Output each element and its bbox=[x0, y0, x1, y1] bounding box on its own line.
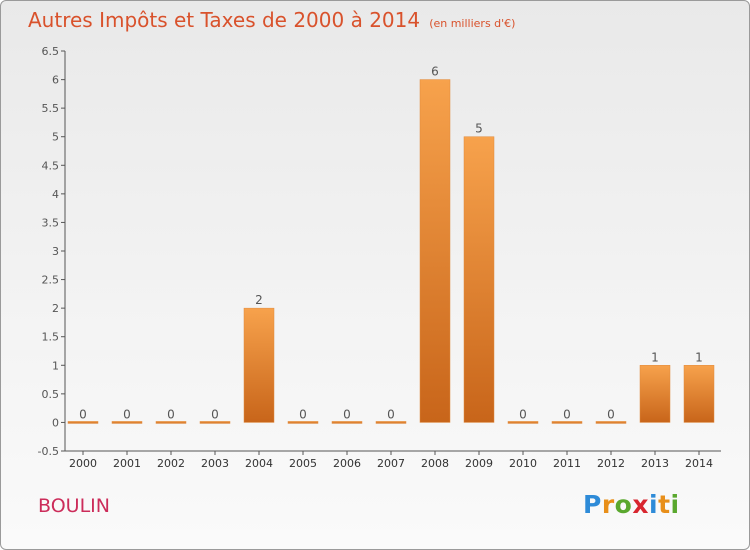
x-tick-label: 2001 bbox=[113, 457, 141, 470]
data-label-2002: 0 bbox=[167, 407, 175, 421]
y-tick-label: -0.5 bbox=[38, 445, 59, 458]
y-tick-label: 4.5 bbox=[42, 159, 60, 172]
logo-letter: i bbox=[670, 490, 680, 519]
x-tick-label: 2005 bbox=[289, 457, 317, 470]
bar-2000 bbox=[67, 421, 99, 424]
logo-letter: P bbox=[583, 490, 602, 519]
bar-2010 bbox=[507, 421, 539, 424]
x-tick-label: 2007 bbox=[377, 457, 405, 470]
data-label-2003: 0 bbox=[211, 407, 219, 421]
y-tick-label: 2 bbox=[52, 302, 59, 315]
bar-2011 bbox=[551, 421, 583, 424]
chart-title-block: Autres Impôts et Taxes de 2000 à 2014 (e… bbox=[28, 8, 515, 32]
bar-2012 bbox=[595, 421, 627, 424]
logo-letter: r bbox=[601, 490, 615, 519]
bar-2005 bbox=[287, 421, 319, 424]
bar-2008 bbox=[419, 79, 451, 423]
x-tick-label: 2010 bbox=[509, 457, 537, 470]
x-tick-label: 2011 bbox=[553, 457, 581, 470]
y-tick-label: 1.5 bbox=[42, 331, 60, 344]
data-labels: 0 0 0 0 2 0 0 0 6 5 0 0 0 1 1 bbox=[79, 65, 703, 422]
bar-2013 bbox=[639, 365, 671, 423]
data-label-2005: 0 bbox=[299, 407, 307, 421]
proxiti-logo: Proxiti bbox=[583, 490, 680, 519]
x-tick-label: 2012 bbox=[597, 457, 625, 470]
x-tick-label: 2000 bbox=[69, 457, 97, 470]
bar-2003 bbox=[199, 421, 231, 424]
data-label-2013: 1 bbox=[651, 350, 659, 364]
bars bbox=[67, 79, 715, 424]
y-tick-label: 6 bbox=[52, 74, 59, 87]
chart-title: Autres Impôts et Taxes de 2000 à 2014 bbox=[28, 8, 421, 32]
data-label-2006: 0 bbox=[343, 407, 351, 421]
y-tick-label: 4 bbox=[52, 188, 59, 201]
bar-2002 bbox=[155, 421, 187, 424]
y-tick-label: 6.5 bbox=[42, 45, 60, 58]
bar-2004 bbox=[243, 307, 275, 423]
bar-2001 bbox=[111, 421, 143, 424]
data-label-2009: 5 bbox=[475, 122, 483, 136]
x-tick-label: 2009 bbox=[465, 457, 493, 470]
bar-2014 bbox=[683, 365, 715, 423]
data-label-2012: 0 bbox=[607, 407, 615, 421]
x-tick-label: 2014 bbox=[685, 457, 713, 470]
x-tick-label: 2003 bbox=[201, 457, 229, 470]
data-label-2010: 0 bbox=[519, 407, 527, 421]
x-tick-label: 2008 bbox=[421, 457, 449, 470]
chart-subtitle: (en milliers d'€) bbox=[429, 17, 516, 30]
data-label-2011: 0 bbox=[563, 407, 571, 421]
bar-2009 bbox=[463, 136, 495, 423]
y-tick-label: 2.5 bbox=[42, 274, 60, 287]
y-tick-label: 3.5 bbox=[42, 216, 60, 229]
y-tick-label: 0.5 bbox=[42, 388, 60, 401]
logo-letter: x bbox=[632, 490, 649, 519]
y-tick-label: 0 bbox=[52, 416, 59, 429]
y-tick-label: 3 bbox=[52, 245, 59, 258]
data-label-2004: 2 bbox=[255, 293, 263, 307]
data-label-2001: 0 bbox=[123, 407, 131, 421]
x-tick-label: 2006 bbox=[333, 457, 361, 470]
data-label-2008: 6 bbox=[431, 65, 439, 79]
x-tick-label: 2002 bbox=[157, 457, 185, 470]
bar-2006 bbox=[331, 421, 363, 424]
x-tick-label: 2004 bbox=[245, 457, 273, 470]
bar-2007 bbox=[375, 421, 407, 424]
logo-letter: i bbox=[649, 490, 659, 519]
data-label-2007: 0 bbox=[387, 407, 395, 421]
data-label-2014: 1 bbox=[695, 350, 703, 364]
logo-letter: o bbox=[614, 490, 633, 519]
y-tick-label: 5.5 bbox=[42, 102, 60, 115]
x-tick-label: 2013 bbox=[641, 457, 669, 470]
data-label-2000: 0 bbox=[79, 407, 87, 421]
y-tick-label: 5 bbox=[52, 131, 59, 144]
y-tick-label: 1 bbox=[52, 359, 59, 372]
logo-letter: t bbox=[658, 490, 671, 519]
commune-name: BOULIN bbox=[38, 495, 110, 517]
